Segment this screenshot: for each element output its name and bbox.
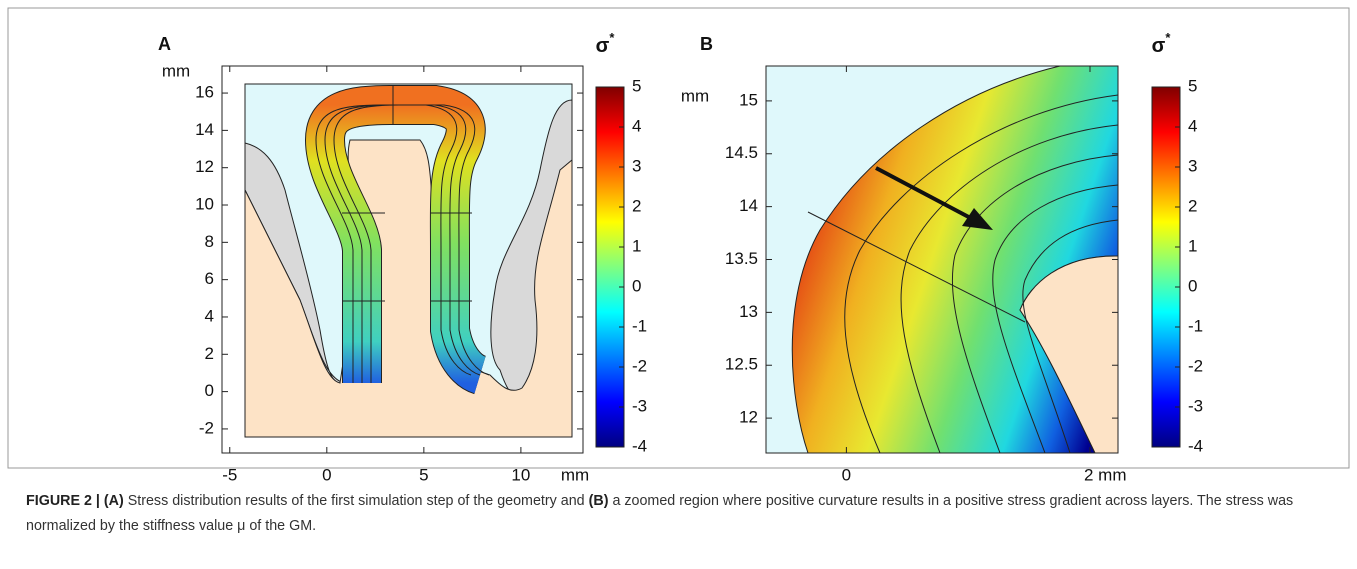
caption-text: Stress distribution results of the first… [123, 493, 589, 509]
y-tick-label: 14 [195, 120, 214, 139]
colorbar-tick-label: 4 [632, 116, 641, 135]
colorbar-tick-label: -2 [1188, 356, 1203, 375]
colorbar [595, 86, 625, 448]
y-tick-label: 12 [195, 157, 214, 176]
x-tick-label: 0 [842, 465, 851, 484]
colorbar-tick-label: 4 [1188, 116, 1197, 135]
colorbar-label-symbol: σ [596, 35, 610, 57]
field-a [244, 83, 573, 438]
y-tick-label: 14 [739, 196, 758, 215]
x-tick-label: 5 [419, 465, 428, 484]
y-tick-label: 2 [205, 344, 214, 363]
colorbar-label-sup: * [1165, 30, 1171, 45]
y-tick-label: 10 [195, 194, 214, 213]
figure-border [7, 7, 1350, 469]
x-unit: mm [561, 465, 589, 484]
colorbar-label-symbol: σ [1152, 35, 1166, 57]
y-tick-label: 13 [739, 302, 758, 321]
y-tick-label: 0 [205, 381, 214, 400]
colorbar-label: σ* [596, 30, 616, 57]
y-tick-label: 13.5 [725, 249, 758, 268]
caption-text: a zoomed region where positive curvature… [26, 493, 1294, 534]
axes-frame [221, 65, 584, 454]
colorbar-tick-label: 3 [1188, 156, 1197, 175]
y-tick-label: 12.5 [725, 355, 758, 374]
colorbar-tick-label: 3 [632, 156, 641, 175]
colorbar-tick-label: -2 [632, 356, 647, 375]
field-b [766, 65, 1119, 454]
colorbar-tick-label: 0 [1188, 276, 1197, 295]
colorbar-tick-label: 1 [1188, 236, 1197, 255]
y-unit: mm [162, 61, 190, 80]
x-tick-label: -5 [222, 465, 237, 484]
y-tick-label: 14.5 [725, 143, 758, 162]
colorbar-tick-label: 5 [1188, 76, 1197, 95]
y-tick-label: 16 [195, 83, 214, 102]
colorbar-tick-label: 2 [632, 196, 641, 215]
colorbar-tick-label: -4 [632, 436, 647, 455]
colorbar-tick-label: -3 [1188, 396, 1203, 415]
y-unit: mm [681, 86, 709, 105]
y-tick-label: -2 [199, 418, 214, 437]
colorbar-tick-label: -3 [632, 396, 647, 415]
caption-bold: (B) [588, 493, 609, 509]
colorbar [1151, 86, 1181, 448]
colorbar-tick-label: -1 [1188, 316, 1203, 335]
y-tick-label: 6 [205, 269, 214, 288]
colorbar-tick-label: 1 [632, 236, 641, 255]
colorbar-label: σ* [1152, 30, 1172, 57]
colorbar-tick-label: 0 [632, 276, 641, 295]
x-tick-label: 2 mm [1084, 465, 1127, 484]
panel-label: A [158, 34, 171, 54]
x-tick-label: 0 [322, 465, 331, 484]
colorbar-tick-label: -1 [632, 316, 647, 335]
y-tick-label: 8 [205, 232, 214, 251]
colorbar-tick-label: 5 [632, 76, 641, 95]
colorbar-tick-label: 2 [1188, 196, 1197, 215]
x-tick-label: 10 [511, 465, 530, 484]
caption-bold: FIGURE 2 | (A) [26, 493, 124, 509]
caption: FIGURE 2 | (A) Stress distribution resul… [26, 489, 1346, 539]
y-tick-label: 12 [739, 408, 758, 427]
colorbar-tick-label: -4 [1188, 436, 1203, 455]
colorbar-label-sup: * [609, 30, 615, 45]
panel-label: B [700, 34, 713, 54]
y-tick-label: 4 [205, 306, 214, 325]
y-tick-label: 15 [739, 90, 758, 109]
